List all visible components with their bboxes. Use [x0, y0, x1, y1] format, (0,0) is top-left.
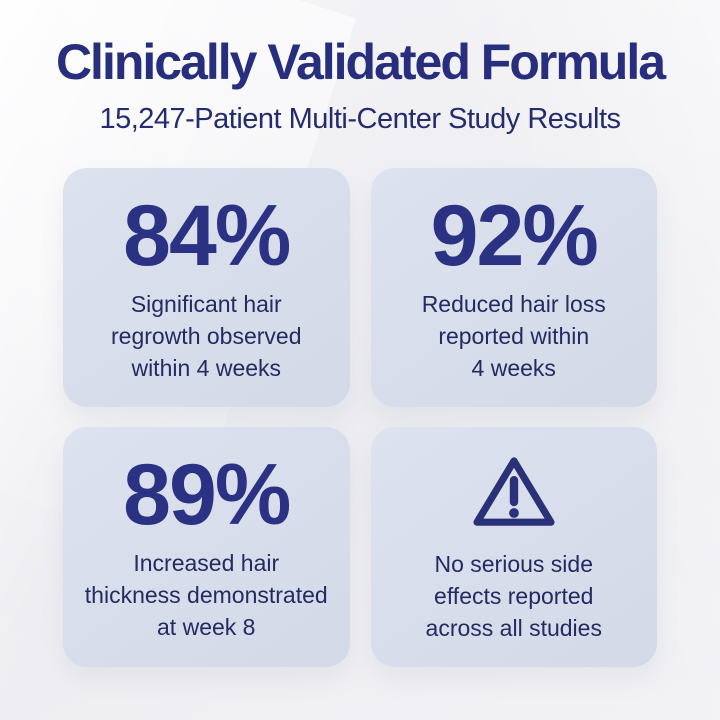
description-line: at week 8: [157, 614, 256, 640]
description-line: across all studies: [425, 615, 602, 641]
description-line: 4 weeks: [471, 354, 556, 381]
description-line: No serious side: [434, 551, 593, 577]
page-title: Clinically Validated Formula: [55, 34, 666, 90]
page-subtitle: 15,247-Patient Multi-Center Study Result…: [99, 103, 621, 135]
warning-triangle-icon: [473, 457, 555, 526]
stat-description-hair-loss: Reduced hair loss reported within 4 week…: [422, 288, 606, 384]
stat-value-thickness: 89%: [123, 447, 291, 543]
stat-card-hair-loss: 92% Reduced hair loss reported within 4 …: [370, 168, 657, 407]
description-line: reported within: [438, 322, 590, 349]
stat-card-safety: No serious side effects reported across …: [370, 427, 657, 667]
stat-card-regrowth: 84% Significant hair regrowth observed w…: [63, 168, 350, 407]
stats-grid: 84% Significant hair regrowth observed w…: [63, 168, 657, 667]
warning-icon-container: [472, 450, 556, 534]
description-line: within 4 weeks: [131, 354, 282, 381]
description-line: Increased hair: [133, 550, 280, 576]
description-line: Significant hair: [130, 290, 282, 317]
stat-value-regrowth: 84%: [123, 187, 291, 284]
stat-card-thickness: 89% Increased hair thickness demonstrate…: [63, 427, 350, 667]
description-line: regrowth observed: [111, 322, 302, 349]
stat-value-hair-loss: 92%: [430, 187, 599, 284]
description-line: Reduced hair loss: [421, 290, 606, 317]
stat-description-regrowth: Significant hair regrowth observed withi…: [111, 288, 302, 384]
description-line: effects reported: [434, 583, 594, 609]
header: Clinically Validated Formula 15,247-Pati…: [0, 0, 720, 136]
description-line: thickness demonstrated: [84, 582, 328, 608]
stat-description-thickness: Increased hair thickness demonstrated at…: [85, 547, 328, 643]
stat-description-safety: No serious side effects reported across …: [426, 548, 602, 644]
